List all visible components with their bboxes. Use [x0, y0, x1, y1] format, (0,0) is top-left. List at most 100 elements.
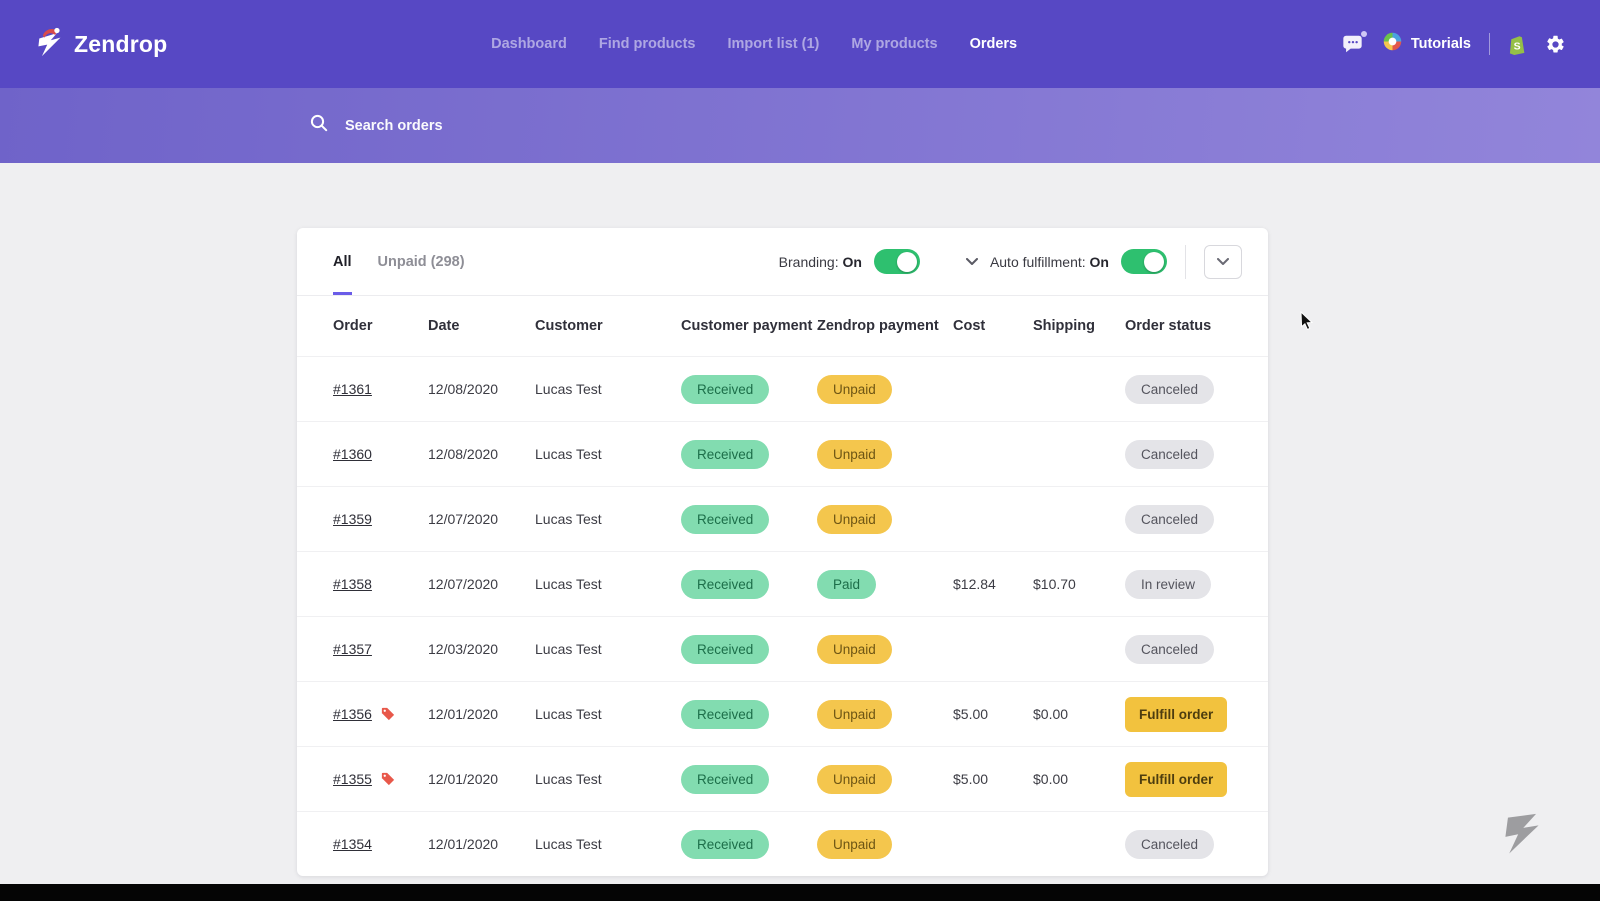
order-link[interactable]: #1358	[333, 576, 372, 592]
tag-icon	[381, 707, 395, 721]
notification-dot	[1360, 31, 1367, 37]
zendrop-payment-badge: Unpaid	[817, 634, 892, 664]
order-status-badge: Canceled	[1125, 829, 1215, 859]
navbar-divider	[1489, 33, 1490, 55]
status-cell: Fulfill order	[1125, 696, 1240, 732]
top-navbar: Zendrop Dashboard Find products Import lis…	[0, 0, 1600, 88]
panel-dropdown-button[interactable]	[1204, 244, 1242, 279]
column-header: Shipping	[1033, 318, 1096, 334]
order-date: 12/08/2020	[428, 381, 499, 397]
order-date: 12/07/2020	[428, 511, 499, 527]
auto-fulfillment-chevron-icon[interactable]	[965, 257, 978, 266]
settings-gear-icon[interactable]	[1545, 34, 1566, 55]
tab-unpaid[interactable]: Unpaid (298)	[377, 253, 465, 270]
status-cell: In review	[1125, 569, 1240, 599]
table-row: #1355 12/01/2020 Lucas Test Received Unp…	[297, 746, 1268, 811]
mouse-cursor	[1300, 311, 1314, 331]
tutorials-button[interactable]: Tutorials	[1382, 31, 1471, 57]
order-date: 12/08/2020	[428, 446, 499, 462]
tag-icon	[381, 772, 395, 786]
order-link[interactable]: #1356	[333, 706, 372, 722]
tutorials-label: Tutorials	[1410, 36, 1471, 52]
shipping-value: $10.70	[1033, 576, 1076, 592]
zendrop-payment-badge: Unpaid	[817, 699, 892, 729]
order-status-badge: Canceled	[1125, 504, 1215, 534]
order-status-badge: In review	[1125, 569, 1212, 599]
zendrop-payment-badge: Unpaid	[817, 439, 892, 469]
branding-toggle[interactable]	[873, 249, 920, 274]
customer-name: Lucas Test	[535, 576, 602, 592]
column-header: Customer	[535, 318, 603, 334]
column-header: Order	[333, 318, 373, 334]
customer-name: Lucas Test	[535, 511, 602, 527]
table-row: #1361 12/08/2020 Lucas Test Received Unp…	[297, 356, 1268, 421]
customer-payment-badge: Received	[681, 504, 770, 534]
status-cell: Canceled	[1125, 829, 1240, 859]
customer-payment-badge: Received	[681, 439, 770, 469]
fulfill-order-button[interactable]: Fulfill order	[1125, 761, 1228, 797]
zendrop-payment-badge: Paid	[817, 569, 877, 599]
orders-panel: All Unpaid (298) Branding: On Auto fulfi…	[297, 228, 1268, 876]
zendrop-payment-badge: Unpaid	[817, 504, 892, 534]
order-date: 12/01/2020	[428, 771, 499, 787]
customer-payment-badge: Received	[681, 374, 770, 404]
search-bar	[0, 88, 1600, 163]
toolbar-controls: Branding: On Auto fulfillment: On	[779, 228, 1242, 295]
table-row: #1358 12/07/2020 Lucas Test Received Pai…	[297, 551, 1268, 616]
nav-item-my-products[interactable]: My products	[851, 36, 938, 52]
order-link[interactable]: #1354	[333, 836, 372, 852]
customer-name: Lucas Test	[535, 706, 602, 722]
table-header-row: Order Date Customer Customer payment Zendrop…	[297, 296, 1268, 356]
order-link[interactable]: #1359	[333, 511, 372, 527]
nav-item-dashboard[interactable]: Dashboard	[491, 36, 567, 52]
column-header: Customer payment	[681, 318, 813, 334]
order-link[interactable]: #1357	[333, 641, 372, 657]
letterbox-bar	[0, 884, 1600, 901]
order-status-badge: Canceled	[1125, 634, 1215, 664]
fulfill-order-button[interactable]: Fulfill order	[1125, 696, 1228, 732]
customer-name: Lucas Test	[535, 771, 602, 787]
navbar-actions: Tutorials S	[1341, 31, 1566, 57]
zendrop-payment-badge: Unpaid	[817, 374, 892, 404]
nav-item-orders[interactable]: Orders	[969, 36, 1018, 52]
table-row: #1357 12/03/2020 Lucas Test Received Unp…	[297, 616, 1268, 681]
column-header: Cost	[953, 318, 986, 334]
order-date: 12/01/2020	[428, 836, 499, 852]
status-cell: Canceled	[1125, 504, 1240, 534]
cost-value: $5.00	[953, 771, 989, 787]
order-date: 12/03/2020	[428, 641, 499, 657]
order-date: 12/07/2020	[428, 576, 499, 592]
search-icon	[310, 114, 328, 137]
svg-text:S: S	[1514, 41, 1521, 52]
table-row: #1354 12/01/2020 Lucas Test Received Unp…	[297, 811, 1268, 876]
brand[interactable]: Zendrop	[34, 26, 167, 63]
chevron-down-icon	[1217, 257, 1229, 265]
shopify-icon[interactable]: S	[1508, 34, 1527, 55]
order-link[interactable]: #1360	[333, 446, 372, 462]
orders-table-body: #1361 12/08/2020 Lucas Test Received Unp…	[297, 356, 1268, 876]
auto-fulfillment-toggle[interactable]	[1121, 249, 1167, 274]
nav-item-find-products[interactable]: Find products	[598, 36, 696, 52]
order-link[interactable]: #1361	[333, 381, 372, 397]
order-link[interactable]: #1355	[333, 771, 372, 787]
customer-payment-badge: Received	[681, 829, 770, 859]
chat-button[interactable]	[1341, 31, 1367, 55]
status-cell: Fulfill order	[1125, 761, 1240, 797]
nav-item-import-list-1[interactable]: Import list (1)	[727, 36, 820, 52]
brand-name: Zendrop	[74, 30, 168, 57]
auto-fulfillment-label: Auto fulfillment: On	[989, 253, 1109, 270]
tab-all[interactable]: All	[333, 228, 352, 295]
table-row: #1356 12/01/2020 Lucas Test Received Unp…	[297, 681, 1268, 746]
zendrop-watermark-icon	[1500, 810, 1544, 861]
search-orders-input[interactable]	[345, 117, 905, 134]
branding-label: Branding: On	[778, 253, 862, 270]
cost-value: $5.00	[953, 706, 989, 722]
order-status-badge: Canceled	[1125, 374, 1215, 404]
customer-name: Lucas Test	[535, 641, 602, 657]
column-header: Zendrop payment	[817, 318, 939, 334]
orders-panel-toolbar: All Unpaid (298) Branding: On Auto fulfi…	[297, 228, 1268, 296]
column-header: Order status	[1125, 318, 1212, 334]
column-header: Date	[428, 318, 460, 334]
status-cell: Canceled	[1125, 374, 1240, 404]
